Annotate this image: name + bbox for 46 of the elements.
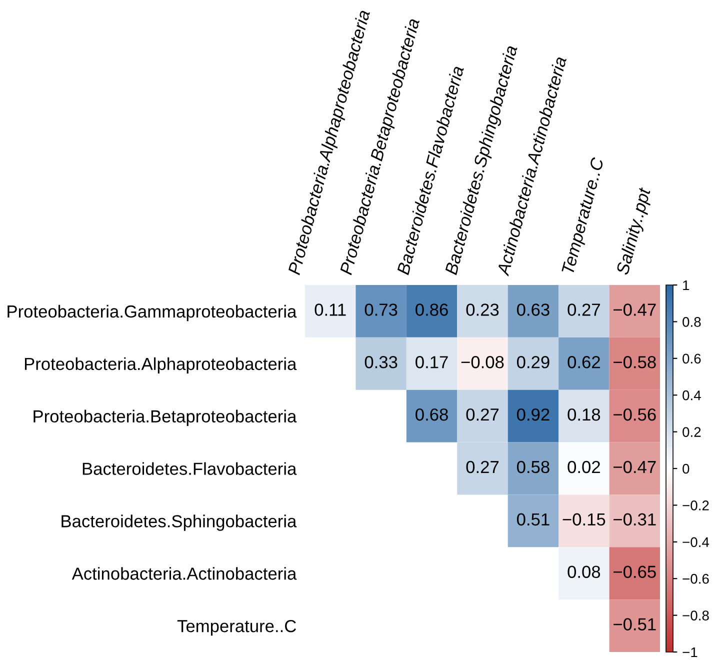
data-label: 0.23 xyxy=(466,304,499,316)
color-bar-label: 0.2 xyxy=(682,427,701,437)
data-label: −0.51 xyxy=(614,618,656,630)
y-tick-label: Proteobacteria.Alphaproteobacteria xyxy=(24,357,297,374)
data-label: 0.62 xyxy=(568,356,600,368)
y-tick-label: Bacteroidetes.Flavobacteria xyxy=(82,462,297,475)
y-tick-label: Proteobacteria.Gammaproteobacteria xyxy=(8,304,297,322)
color-bar-label: 0.8 xyxy=(682,317,701,327)
data-label: 0.92 xyxy=(517,408,550,421)
data-label: 0.86 xyxy=(416,304,448,316)
color-bar-label: −0.2 xyxy=(682,500,709,510)
color-bar-label: 1 xyxy=(683,280,690,290)
y-tick-label: Temperature..C xyxy=(177,620,296,636)
color-bar-label: −0.8 xyxy=(682,610,709,620)
color-bar-label: 0.4 xyxy=(682,390,701,400)
color-bar-label: −1 xyxy=(682,647,698,658)
data-label: 0.73 xyxy=(364,304,398,316)
data-label: −0.15 xyxy=(562,513,606,526)
color-bar-label: −0.4 xyxy=(682,537,710,548)
data-label: 0.29 xyxy=(517,356,550,368)
y-tick-label: Actinobacteria.Actinobacteria xyxy=(72,567,297,580)
data-label: 0.51 xyxy=(517,513,550,526)
data-label: 0.27 xyxy=(466,408,499,421)
data-label: 0.08 xyxy=(568,566,600,578)
data-label: 0.27 xyxy=(568,304,600,316)
data-label: −0.56 xyxy=(614,408,656,421)
data-label: −0.47 xyxy=(614,304,656,316)
data-label: −0.47 xyxy=(614,460,656,474)
data-label: 0.68 xyxy=(416,408,448,421)
data-label: −0.58 xyxy=(614,356,656,368)
color-bar-label: 0 xyxy=(682,464,690,474)
data-label: 0.63 xyxy=(517,304,550,316)
y-tick-label: Proteobacteria.Betaproteobacteria xyxy=(34,410,297,426)
data-label: 0.33 xyxy=(364,356,398,368)
color-bar-label: 0.6 xyxy=(682,354,701,364)
y-tick-label: Bacteroidetes.Sphingobacteria xyxy=(62,514,297,531)
data-label: 0.18 xyxy=(568,408,600,421)
data-label: 0.02 xyxy=(568,460,600,474)
data-label: 0.17 xyxy=(416,356,448,368)
data-label: 0.27 xyxy=(466,460,499,474)
data-label: 0.11 xyxy=(314,304,346,316)
data-label: −0.08 xyxy=(461,356,504,368)
data-label: −0.65 xyxy=(614,566,656,578)
data-label: −0.31 xyxy=(614,513,656,526)
data-label: 0.58 xyxy=(517,460,550,474)
color-bar-label: −0.6 xyxy=(682,574,709,584)
